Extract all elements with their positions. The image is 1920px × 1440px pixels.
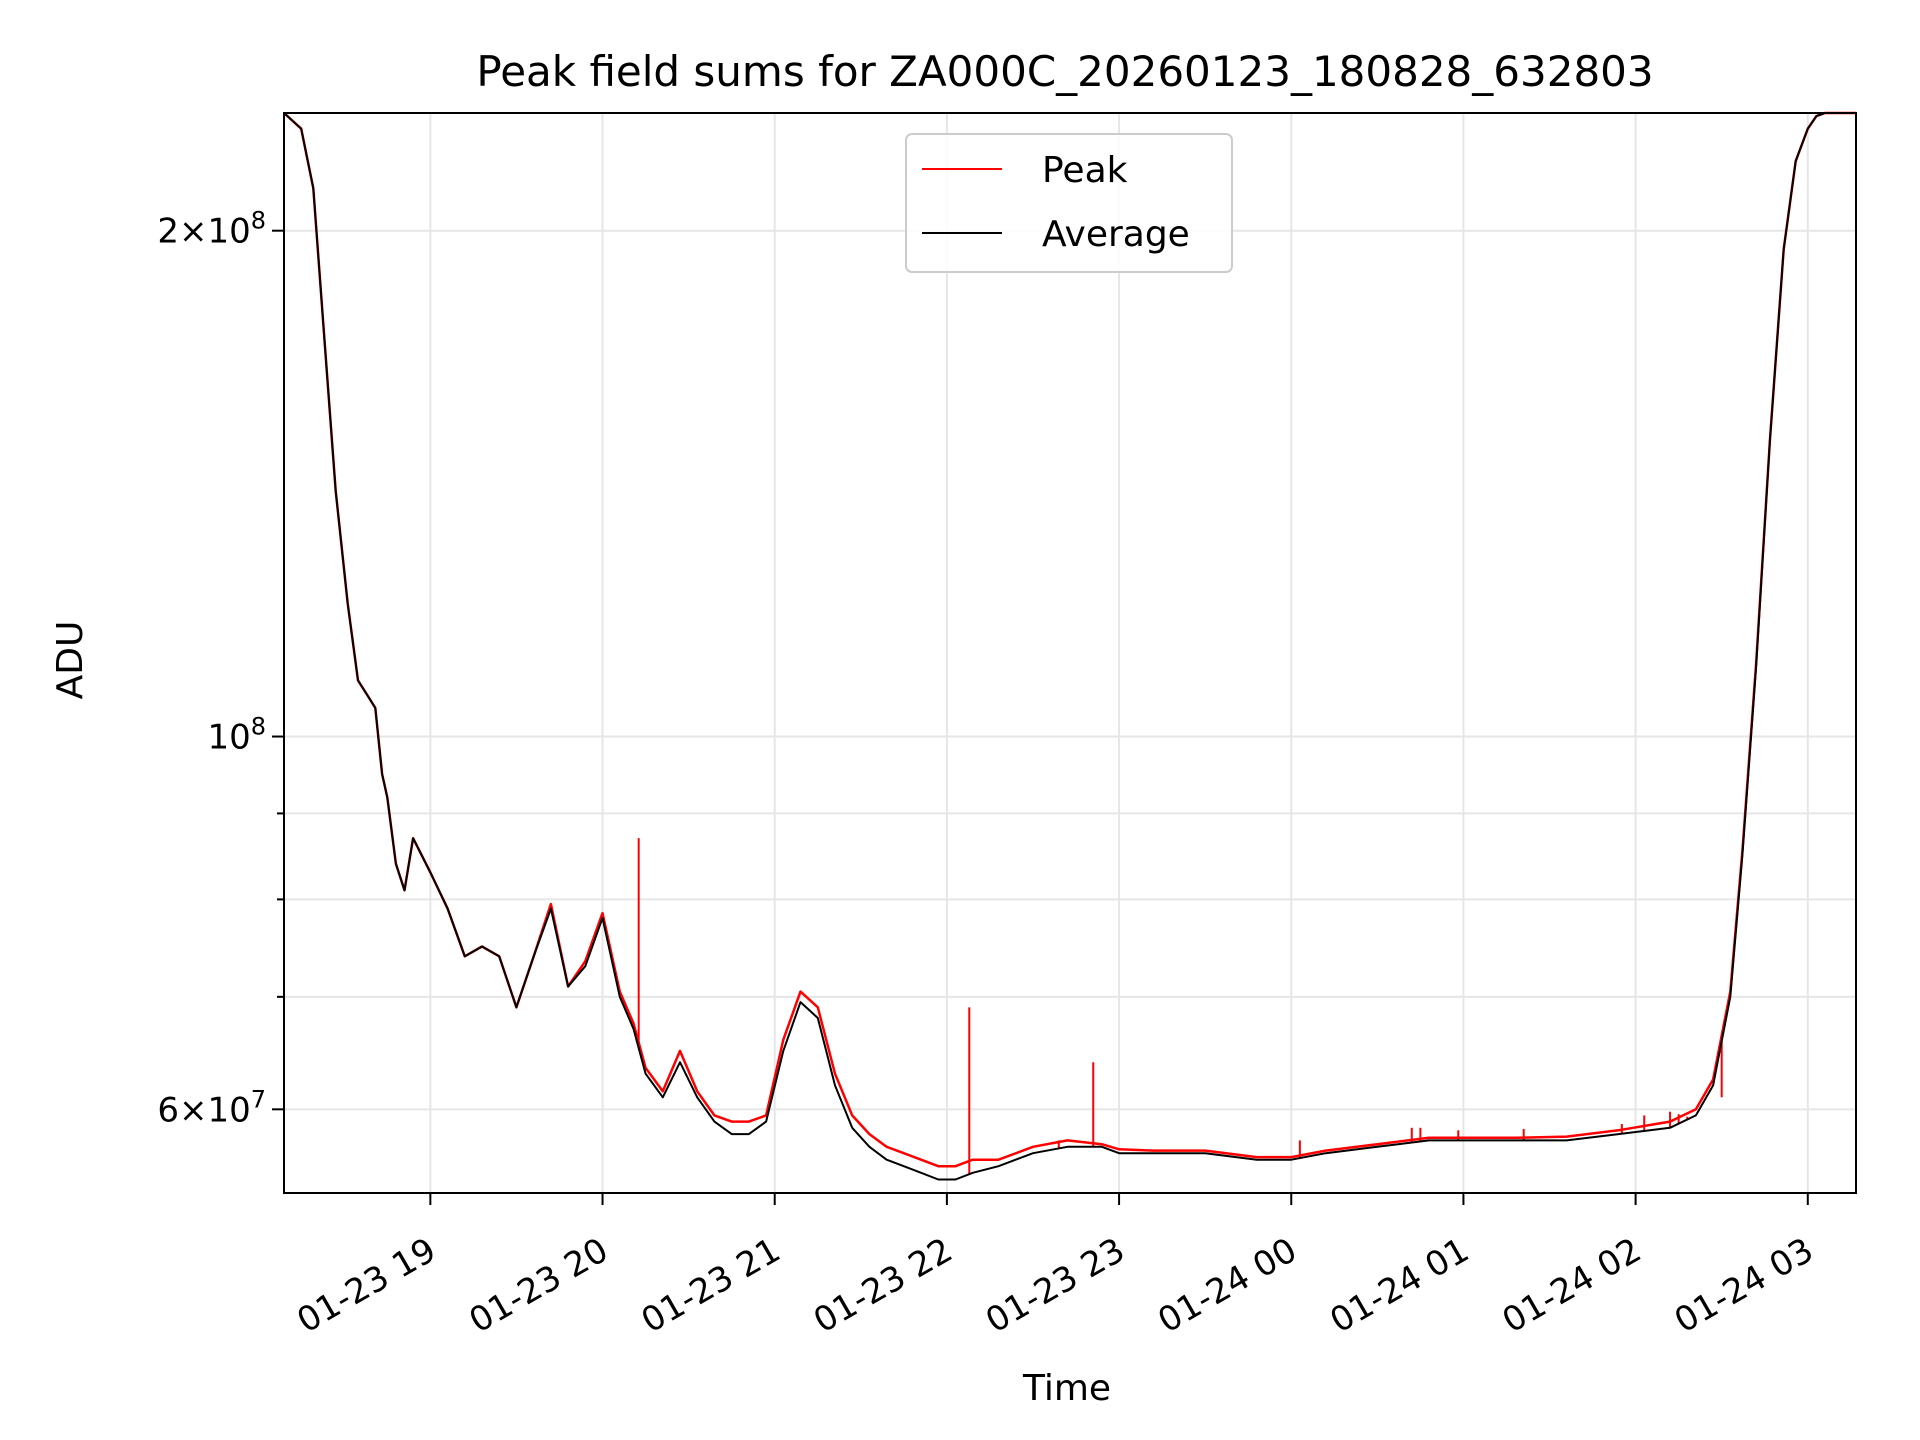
legend-peak-label: Peak — [1042, 150, 1128, 191]
legend-average-label: Average — [1042, 214, 1190, 255]
y-tick-exponent: 8 — [251, 713, 266, 741]
y-tick-base: 6×10 — [157, 1090, 250, 1130]
y-tick-label: 108 — [207, 713, 266, 758]
legend: Peak Average — [905, 133, 1233, 273]
series-average-line — [283, 112, 1856, 1181]
chart-title: Peak field sums for ZA000C_20260123_1808… — [476, 47, 1653, 96]
y-tick-base: 10 — [207, 718, 250, 758]
y-axis-label: ADU — [50, 621, 91, 700]
plot-series — [283, 111, 1856, 1181]
y-tick-exponent: 7 — [251, 1085, 266, 1113]
x-axis-label: Time — [1022, 1368, 1111, 1409]
y-tick-label: 2×108 — [157, 207, 266, 252]
y-tick-base: 2×10 — [157, 212, 250, 252]
plot-frame — [283, 112, 1857, 1194]
y-tick-label: 6×107 — [157, 1085, 266, 1130]
y-tick-exponent: 8 — [251, 207, 266, 235]
